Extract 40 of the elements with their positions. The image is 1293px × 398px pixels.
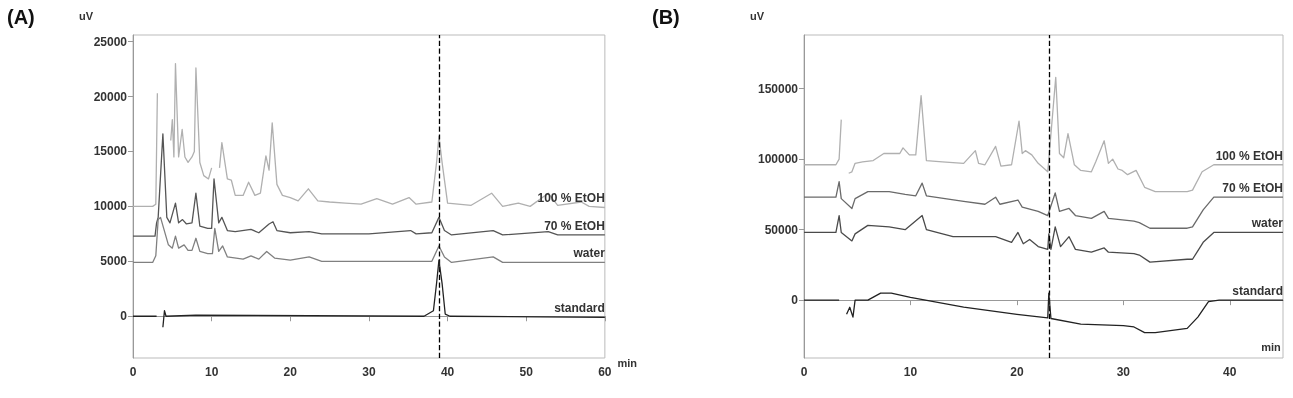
- x-tick-label: 20: [1010, 365, 1024, 379]
- series-label: water: [572, 246, 606, 261]
- y-tick-label: 0: [791, 293, 799, 308]
- x-tick-label: 10: [903, 365, 918, 379]
- x-tick-label: 40: [440, 365, 455, 379]
- chart-title: (B): [652, 6, 680, 28]
- line-series: [803, 181, 1284, 229]
- series-label: water: [1250, 216, 1284, 231]
- line-series: [803, 214, 1284, 263]
- series-label: 70 % EtOH: [544, 218, 605, 233]
- series-label: standard: [554, 301, 605, 316]
- series-label: 70 % EtOH: [1222, 181, 1283, 196]
- y-tick-label: 25000: [93, 34, 128, 49]
- x-tick-label: 10: [204, 365, 219, 379]
- y-tick-label: 100000: [757, 152, 799, 167]
- y-axis-title: uV: [749, 9, 765, 22]
- line-series: [132, 133, 606, 237]
- chart-title: (A): [7, 6, 35, 28]
- x-tick-label: 0: [800, 365, 808, 379]
- series-label: 100 % EtOH: [537, 191, 605, 206]
- y-tick-label: 10000: [93, 199, 128, 214]
- y-tick-label: 50000: [764, 222, 799, 237]
- y-tick-label: 5000: [100, 254, 128, 269]
- line-series: [132, 216, 606, 264]
- x-tick-label: 30: [362, 365, 376, 379]
- y-tick-label: 0: [120, 309, 128, 324]
- x-tick-label: 30: [1116, 365, 1131, 379]
- x-tick-label: 40: [1223, 365, 1237, 379]
- y-axis-title: uV: [78, 9, 94, 22]
- y-tick-label: 150000: [757, 81, 799, 96]
- x-tick-label: 20: [283, 365, 298, 379]
- y-tick-label: 20000: [93, 89, 128, 104]
- y-tick-label: 15000: [93, 144, 128, 159]
- series-label: 100 % EtOH: [1215, 148, 1283, 163]
- x-tick-label: 0: [129, 365, 137, 379]
- series-label: standard: [1232, 284, 1283, 299]
- x-tick-label: 60: [598, 365, 612, 379]
- x-axis-title: min: [1261, 340, 1282, 353]
- x-axis-title: min: [617, 356, 638, 369]
- x-tick-label: 50: [519, 365, 534, 379]
